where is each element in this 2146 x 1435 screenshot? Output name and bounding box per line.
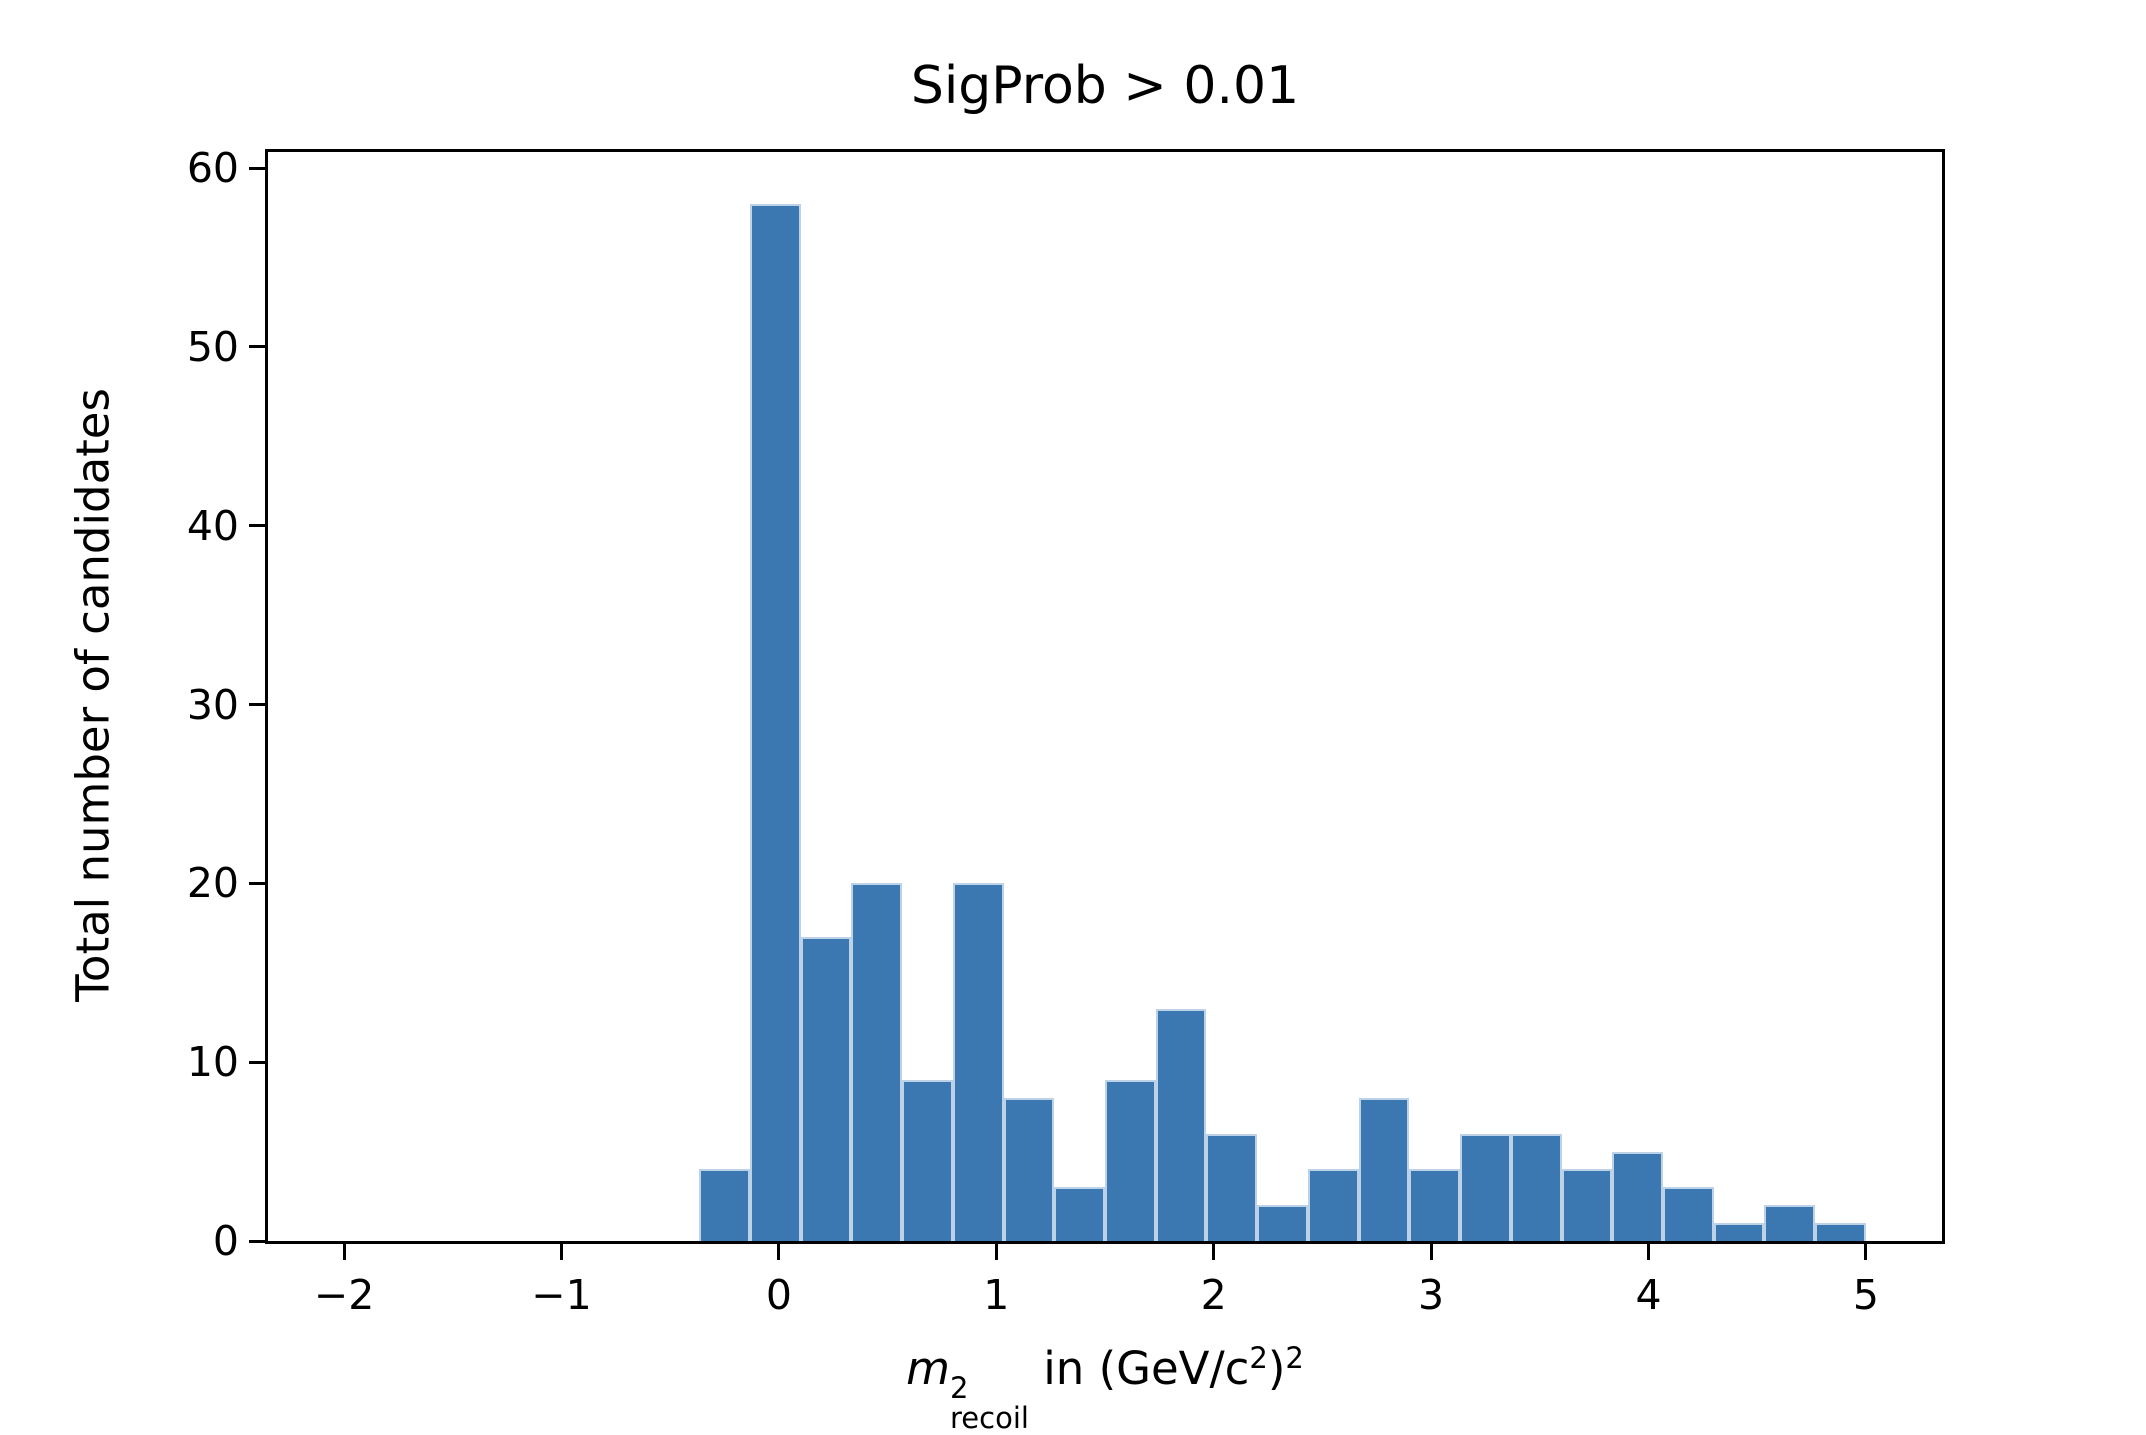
x-axis-tick-label: −1 xyxy=(531,1271,592,1319)
histogram-bar xyxy=(1713,1223,1765,1241)
x-axis-tick xyxy=(777,1244,781,1260)
histogram-bar xyxy=(1003,1097,1055,1241)
histogram-bar xyxy=(1105,1080,1156,1241)
x-axis-tick xyxy=(342,1244,346,1260)
plot-area: −2 −1 0 1 2 3 4 5 0 10 20 30 40 50 60 xyxy=(187,144,1945,1319)
y-axis-tick-label: 0 xyxy=(212,1217,239,1265)
x-axis-tick-label: 3 xyxy=(1418,1271,1445,1319)
y-axis-tick-label: 20 xyxy=(186,859,239,908)
x-axis-tick xyxy=(1212,1244,1216,1260)
histogram-bar xyxy=(1206,1133,1258,1241)
y-axis-tick xyxy=(249,881,265,885)
chart-title: SigProb > 0.01 xyxy=(910,56,1300,116)
histogram-bar xyxy=(1409,1169,1461,1241)
x-axis-label-variable-subscript: recoil xyxy=(950,1401,1029,1435)
x-axis-label-close-paren: ) xyxy=(1267,1341,1286,1395)
y-axis-tick-label: 10 xyxy=(186,1038,239,1087)
x-axis-label-variable-exponent: 2 xyxy=(950,1371,969,1406)
x-axis-tick-label: 1 xyxy=(983,1271,1010,1319)
x-axis-tick-label: 0 xyxy=(765,1271,792,1319)
histogram-bar xyxy=(1663,1187,1714,1241)
x-axis-tick-label: −2 xyxy=(313,1271,375,1319)
x-axis-tick-label: 2 xyxy=(1200,1271,1227,1319)
y-axis-tick xyxy=(249,703,265,707)
x-axis-tick xyxy=(1647,1244,1650,1260)
histogram-bar xyxy=(952,883,1004,1241)
x-axis-tick xyxy=(994,1244,998,1260)
histogram-bar xyxy=(1460,1133,1511,1241)
x-axis-label-variable-scripts: 2 recoil xyxy=(950,1374,1029,1433)
y-axis-tick xyxy=(249,1239,265,1243)
y-axis-tick xyxy=(249,166,265,170)
y-axis-tick-label: 30 xyxy=(186,680,239,729)
x-axis-tick-label: 5 xyxy=(1852,1271,1879,1319)
histogram-bar xyxy=(1510,1133,1562,1241)
histogram-bar xyxy=(800,937,852,1241)
x-axis-label: m 2 recoil in (GeV/c2)2 xyxy=(265,1326,1945,1434)
histogram-bar xyxy=(699,1169,750,1241)
y-axis-tick-label: 60 xyxy=(186,144,239,193)
x-axis-label-outer-exponent: 2 xyxy=(1285,1341,1304,1375)
y-axis-tick xyxy=(249,524,265,528)
histogram-bar xyxy=(749,203,801,1241)
histogram-bar xyxy=(1257,1205,1308,1241)
histogram-bar xyxy=(1358,1097,1410,1241)
histogram-bar xyxy=(1561,1169,1613,1241)
histogram-bar xyxy=(902,1080,953,1241)
x-axis-tick xyxy=(1864,1244,1868,1260)
histogram-bar xyxy=(1764,1205,1816,1241)
x-axis-tick-label: 4 xyxy=(1635,1271,1662,1319)
x-axis-label-variable: m xyxy=(906,1341,950,1395)
x-axis-tick xyxy=(1429,1244,1433,1260)
y-axis-tick-label: 40 xyxy=(186,501,239,550)
x-axis-tick xyxy=(559,1244,563,1260)
histogram-bar xyxy=(851,883,903,1241)
histogram-bar xyxy=(1155,1008,1207,1241)
histogram-bar xyxy=(1612,1151,1663,1241)
histogram-bar xyxy=(1054,1187,1105,1241)
x-axis-label-units-text: in (GeV/c xyxy=(1028,1341,1250,1395)
histogram-bar xyxy=(1815,1223,1866,1241)
y-axis-tick xyxy=(249,1060,265,1064)
y-axis-tick-label: 50 xyxy=(186,322,239,371)
y-axis-tick xyxy=(249,345,265,349)
histogram-bar xyxy=(1307,1169,1359,1241)
x-axis-label-c-exponent: 2 xyxy=(1249,1341,1268,1375)
